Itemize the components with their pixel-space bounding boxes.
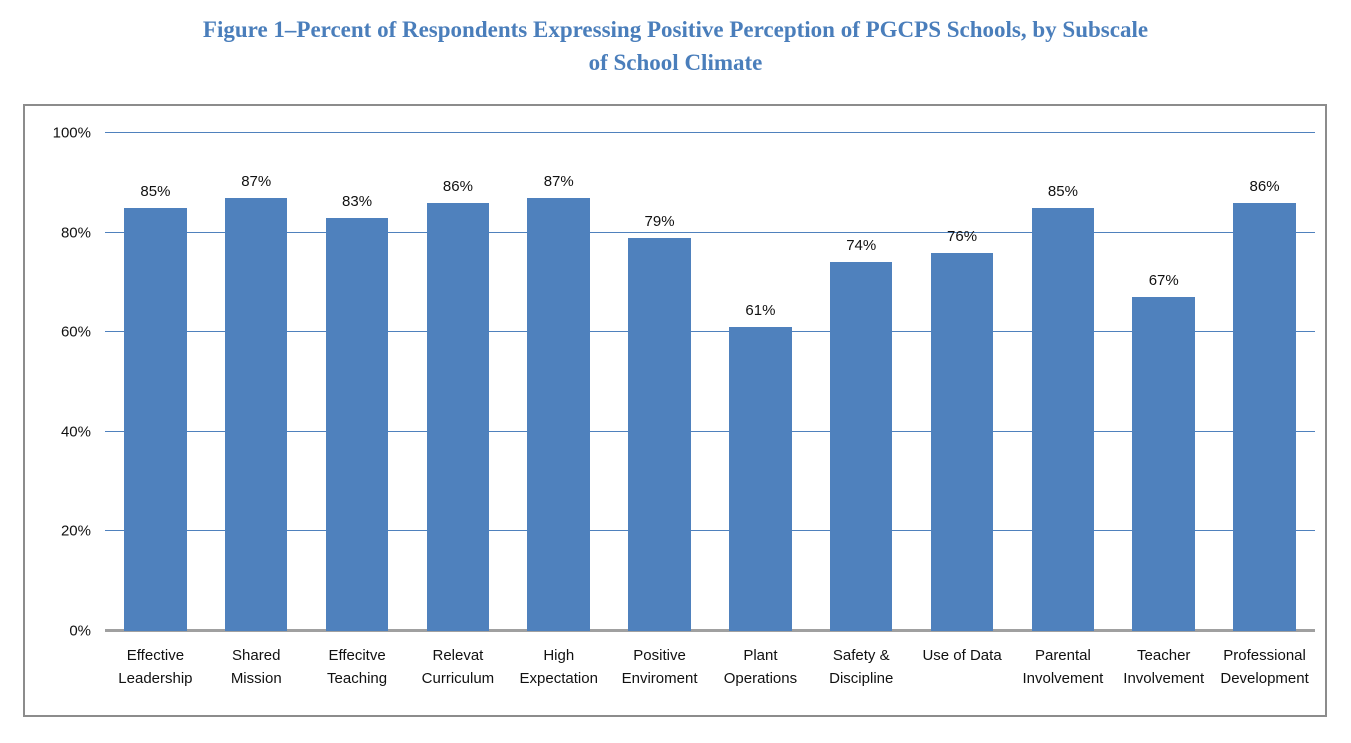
x-category-label-line: Involvement — [1022, 669, 1104, 687]
x-category-label-line: Teacher — [1137, 647, 1191, 664]
bar-value-label: 79% — [644, 212, 675, 230]
x-category-label: Plant Operations — [693, 645, 828, 690]
bar — [124, 207, 187, 631]
y-tick-label: 20% — [60, 522, 91, 540]
x-category-label-line: Effective — [126, 647, 185, 664]
x-category-label-line: Curriculum — [421, 669, 495, 687]
x-category-label-line: Safety & — [832, 647, 890, 664]
bar — [325, 217, 389, 631]
bar — [527, 197, 590, 631]
x-category-label-line: Effecitve — [328, 647, 386, 664]
bar — [729, 327, 792, 631]
bar-value-label: 85% — [140, 182, 171, 200]
y-tick-label: 40% — [60, 423, 91, 441]
bar-slot: 87% Shared Mission — [206, 133, 307, 687]
bar-value-label: 83% — [342, 192, 373, 210]
x-category-label-line: Enviroment — [621, 669, 698, 687]
x-category-label-line: Mission — [230, 669, 282, 687]
bar-value-label: 74% — [846, 237, 877, 255]
x-category-label-line: Operations — [723, 669, 798, 687]
x-axis-line — [105, 629, 1315, 632]
bar — [224, 197, 288, 631]
x-category-label: Safety & Discipline — [794, 645, 929, 690]
chart-frame: 0% 20% 40% 60% 80% 100% 85% Effective Leadership… — [23, 104, 1327, 717]
x-category-label: Professional Development — [1197, 645, 1332, 690]
x-category-label-line: Leadership — [118, 669, 193, 687]
bar-slot: 85% Parental Involvement — [1013, 133, 1114, 687]
bar-slot: 87% High Expectation — [508, 133, 609, 687]
bar-slot: 74% Safety & Discipline — [811, 133, 912, 686]
plot-area: 0% 20% 40% 60% 80% 100% 85% Effective Leadership… — [53, 125, 1315, 687]
bar-slot: 76% Use of Data — [912, 133, 1013, 664]
bar — [829, 262, 893, 631]
bar-slot: 67% Teacher Involvement — [1113, 133, 1214, 686]
bar — [426, 202, 490, 631]
bar — [1132, 297, 1195, 631]
chart-title: Figure 1–Percent of Respondents Expressi… — [0, 14, 1351, 79]
gridline — [105, 231, 1315, 233]
x-category-label: Positive Enviroment — [592, 645, 727, 690]
gridline — [105, 430, 1315, 432]
bar-value-label: 76% — [947, 227, 978, 245]
x-category-label-line: Development — [1220, 669, 1309, 687]
bar — [1031, 207, 1095, 631]
x-category-label: High Expectation — [491, 645, 626, 690]
bar-value-label: 85% — [1047, 182, 1078, 200]
x-category-label-line: Plant — [743, 647, 778, 664]
y-tick-label: 100% — [52, 124, 91, 142]
x-category-label-line: Professional — [1223, 647, 1306, 664]
x-category-label: Relevat Curriculum — [390, 645, 525, 690]
y-tick-label: 80% — [60, 224, 91, 242]
bar-slot: 61% Plant Operations — [710, 133, 811, 686]
gridline — [105, 132, 1315, 133]
x-category-label: Shared Mission — [189, 645, 324, 690]
x-category-label-line: Expectation — [519, 669, 598, 687]
bar-value-label: 87% — [543, 172, 574, 190]
bar-value-label: 86% — [442, 177, 473, 195]
bar-value-label: 67% — [1148, 272, 1179, 290]
x-category-label-line: Teaching — [327, 669, 388, 687]
x-category-label: Use of Data — [895, 645, 1030, 668]
bar-value-label: 61% — [745, 302, 776, 320]
bar-slot: 86% Professional Development — [1214, 133, 1315, 687]
x-category-label-line: Use of Data — [922, 647, 1002, 664]
x-category-label-line: Discipline — [829, 669, 894, 687]
x-category-label-line: Involvement — [1123, 669, 1205, 687]
chart-title-line: Figure 1–Percent of Respondents Expressi… — [202, 17, 1149, 42]
x-category-label-line: High — [543, 647, 575, 664]
bar — [1233, 202, 1296, 631]
x-category-label-line: Parental — [1034, 647, 1091, 664]
gridline — [105, 331, 1315, 333]
x-category-label-line: Relevat — [432, 647, 484, 664]
x-category-label-line: Shared — [232, 647, 281, 664]
x-category-label: Teacher Involvement — [1096, 645, 1231, 690]
bar-value-label: 86% — [1249, 177, 1280, 195]
y-tick-label: 0% — [69, 622, 91, 640]
x-category-label-line: Positive — [633, 647, 686, 664]
bar-slot: 83% Effecitve Teaching — [307, 133, 408, 687]
bar — [930, 252, 994, 631]
x-category-label: Effecitve Teaching — [290, 645, 425, 690]
y-tick-label: 60% — [60, 323, 91, 341]
chart-title-line: of School Climate — [588, 49, 763, 75]
bar-slot: 79% Positive Enviroment — [609, 133, 710, 687]
bar-slot: 86% Relevat Curriculum — [408, 133, 509, 687]
bar-value-label: 87% — [241, 172, 272, 190]
x-category-label: Parental Involvement — [995, 645, 1130, 690]
gridline — [105, 530, 1315, 532]
bar — [628, 237, 691, 631]
bar-slot: 85% Effective Leadership — [105, 133, 206, 687]
x-category-label: Effective Leadership — [88, 645, 223, 690]
